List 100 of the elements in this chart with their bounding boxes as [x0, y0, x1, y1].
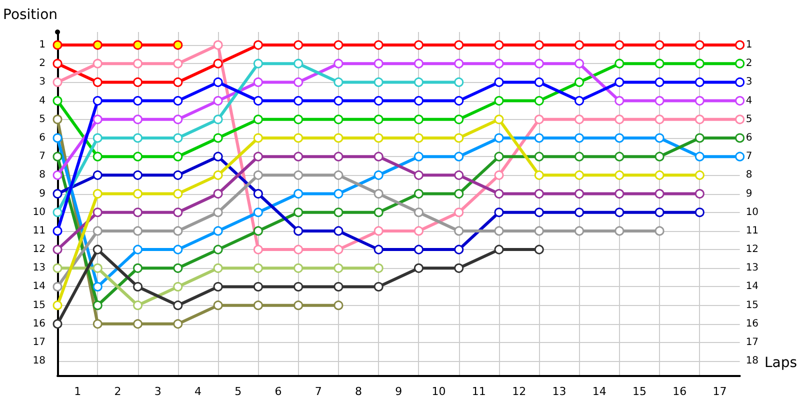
point [133, 170, 143, 180]
point [173, 77, 183, 87]
point [694, 189, 704, 199]
point [374, 114, 384, 124]
x-tick-label: 7 [314, 385, 322, 398]
point [494, 77, 504, 87]
point [294, 40, 304, 50]
point [574, 114, 584, 124]
point [454, 189, 464, 199]
y-tick-label: 8 [39, 170, 46, 181]
point [253, 114, 263, 124]
point [173, 226, 183, 236]
point [454, 170, 464, 180]
point [454, 152, 464, 162]
y-tick-label: 16 [32, 318, 46, 330]
point [52, 58, 62, 68]
point [334, 189, 344, 199]
point [654, 40, 664, 50]
point [494, 58, 504, 68]
point [334, 77, 344, 87]
point [173, 96, 183, 106]
point [374, 96, 384, 106]
x-tick-label: 14 [592, 385, 606, 398]
point [494, 208, 504, 218]
point [253, 40, 263, 50]
point [534, 226, 544, 236]
point [334, 40, 344, 50]
point [414, 58, 424, 68]
y2-tick-label: 3 [746, 76, 752, 88]
point [133, 189, 143, 199]
point [92, 263, 102, 273]
point [654, 77, 664, 87]
point [294, 244, 304, 254]
point [534, 114, 544, 124]
x-tick-label: 9 [395, 385, 402, 398]
point [374, 58, 384, 68]
y-axis-title: Position [2, 7, 58, 23]
y2-tick-label: 11 [746, 225, 759, 236]
point [735, 58, 745, 68]
x-tick-label: 10 [432, 385, 446, 398]
point [334, 152, 344, 162]
point [133, 133, 143, 143]
point [414, 244, 424, 254]
point [574, 189, 584, 199]
x-tick-label: 17 [712, 385, 727, 398]
point [494, 40, 504, 50]
point [213, 282, 223, 292]
point [494, 96, 504, 106]
point [52, 300, 62, 310]
point [253, 152, 263, 162]
point [574, 208, 584, 218]
x-tick-label: 11 [472, 385, 486, 398]
point [133, 58, 143, 68]
point [735, 114, 745, 124]
y2-tick-label: 1 [746, 40, 752, 51]
point [92, 58, 102, 68]
point [52, 189, 62, 199]
point [414, 226, 424, 236]
point [334, 58, 344, 68]
point [173, 319, 183, 329]
point [133, 226, 143, 236]
point [334, 133, 344, 143]
point [414, 189, 424, 199]
point [133, 244, 143, 254]
point [735, 77, 745, 87]
point [52, 133, 62, 143]
point [92, 77, 102, 87]
y-tick-label: 3 [39, 76, 46, 88]
point [52, 282, 62, 292]
point [92, 40, 102, 50]
point [654, 152, 664, 162]
point [614, 96, 624, 106]
point [735, 96, 745, 106]
point [213, 189, 223, 199]
point [534, 77, 544, 87]
point [454, 263, 464, 273]
point [133, 152, 143, 162]
point [173, 58, 183, 68]
point [454, 114, 464, 124]
point [294, 208, 304, 218]
y-tick-label: 11 [32, 225, 46, 236]
point [614, 152, 624, 162]
y2-tick-label: 12 [746, 244, 759, 256]
point [614, 170, 624, 180]
y-tick-label: 12 [32, 244, 46, 256]
point [374, 152, 384, 162]
point [334, 208, 344, 218]
point [92, 300, 102, 310]
point [574, 226, 584, 236]
point [694, 170, 704, 180]
point [374, 170, 384, 180]
point [534, 244, 544, 254]
point [253, 58, 263, 68]
point [133, 40, 143, 50]
point [213, 114, 223, 124]
point [574, 133, 584, 143]
point [454, 58, 464, 68]
point [534, 58, 544, 68]
point [694, 77, 704, 87]
point [92, 96, 102, 106]
